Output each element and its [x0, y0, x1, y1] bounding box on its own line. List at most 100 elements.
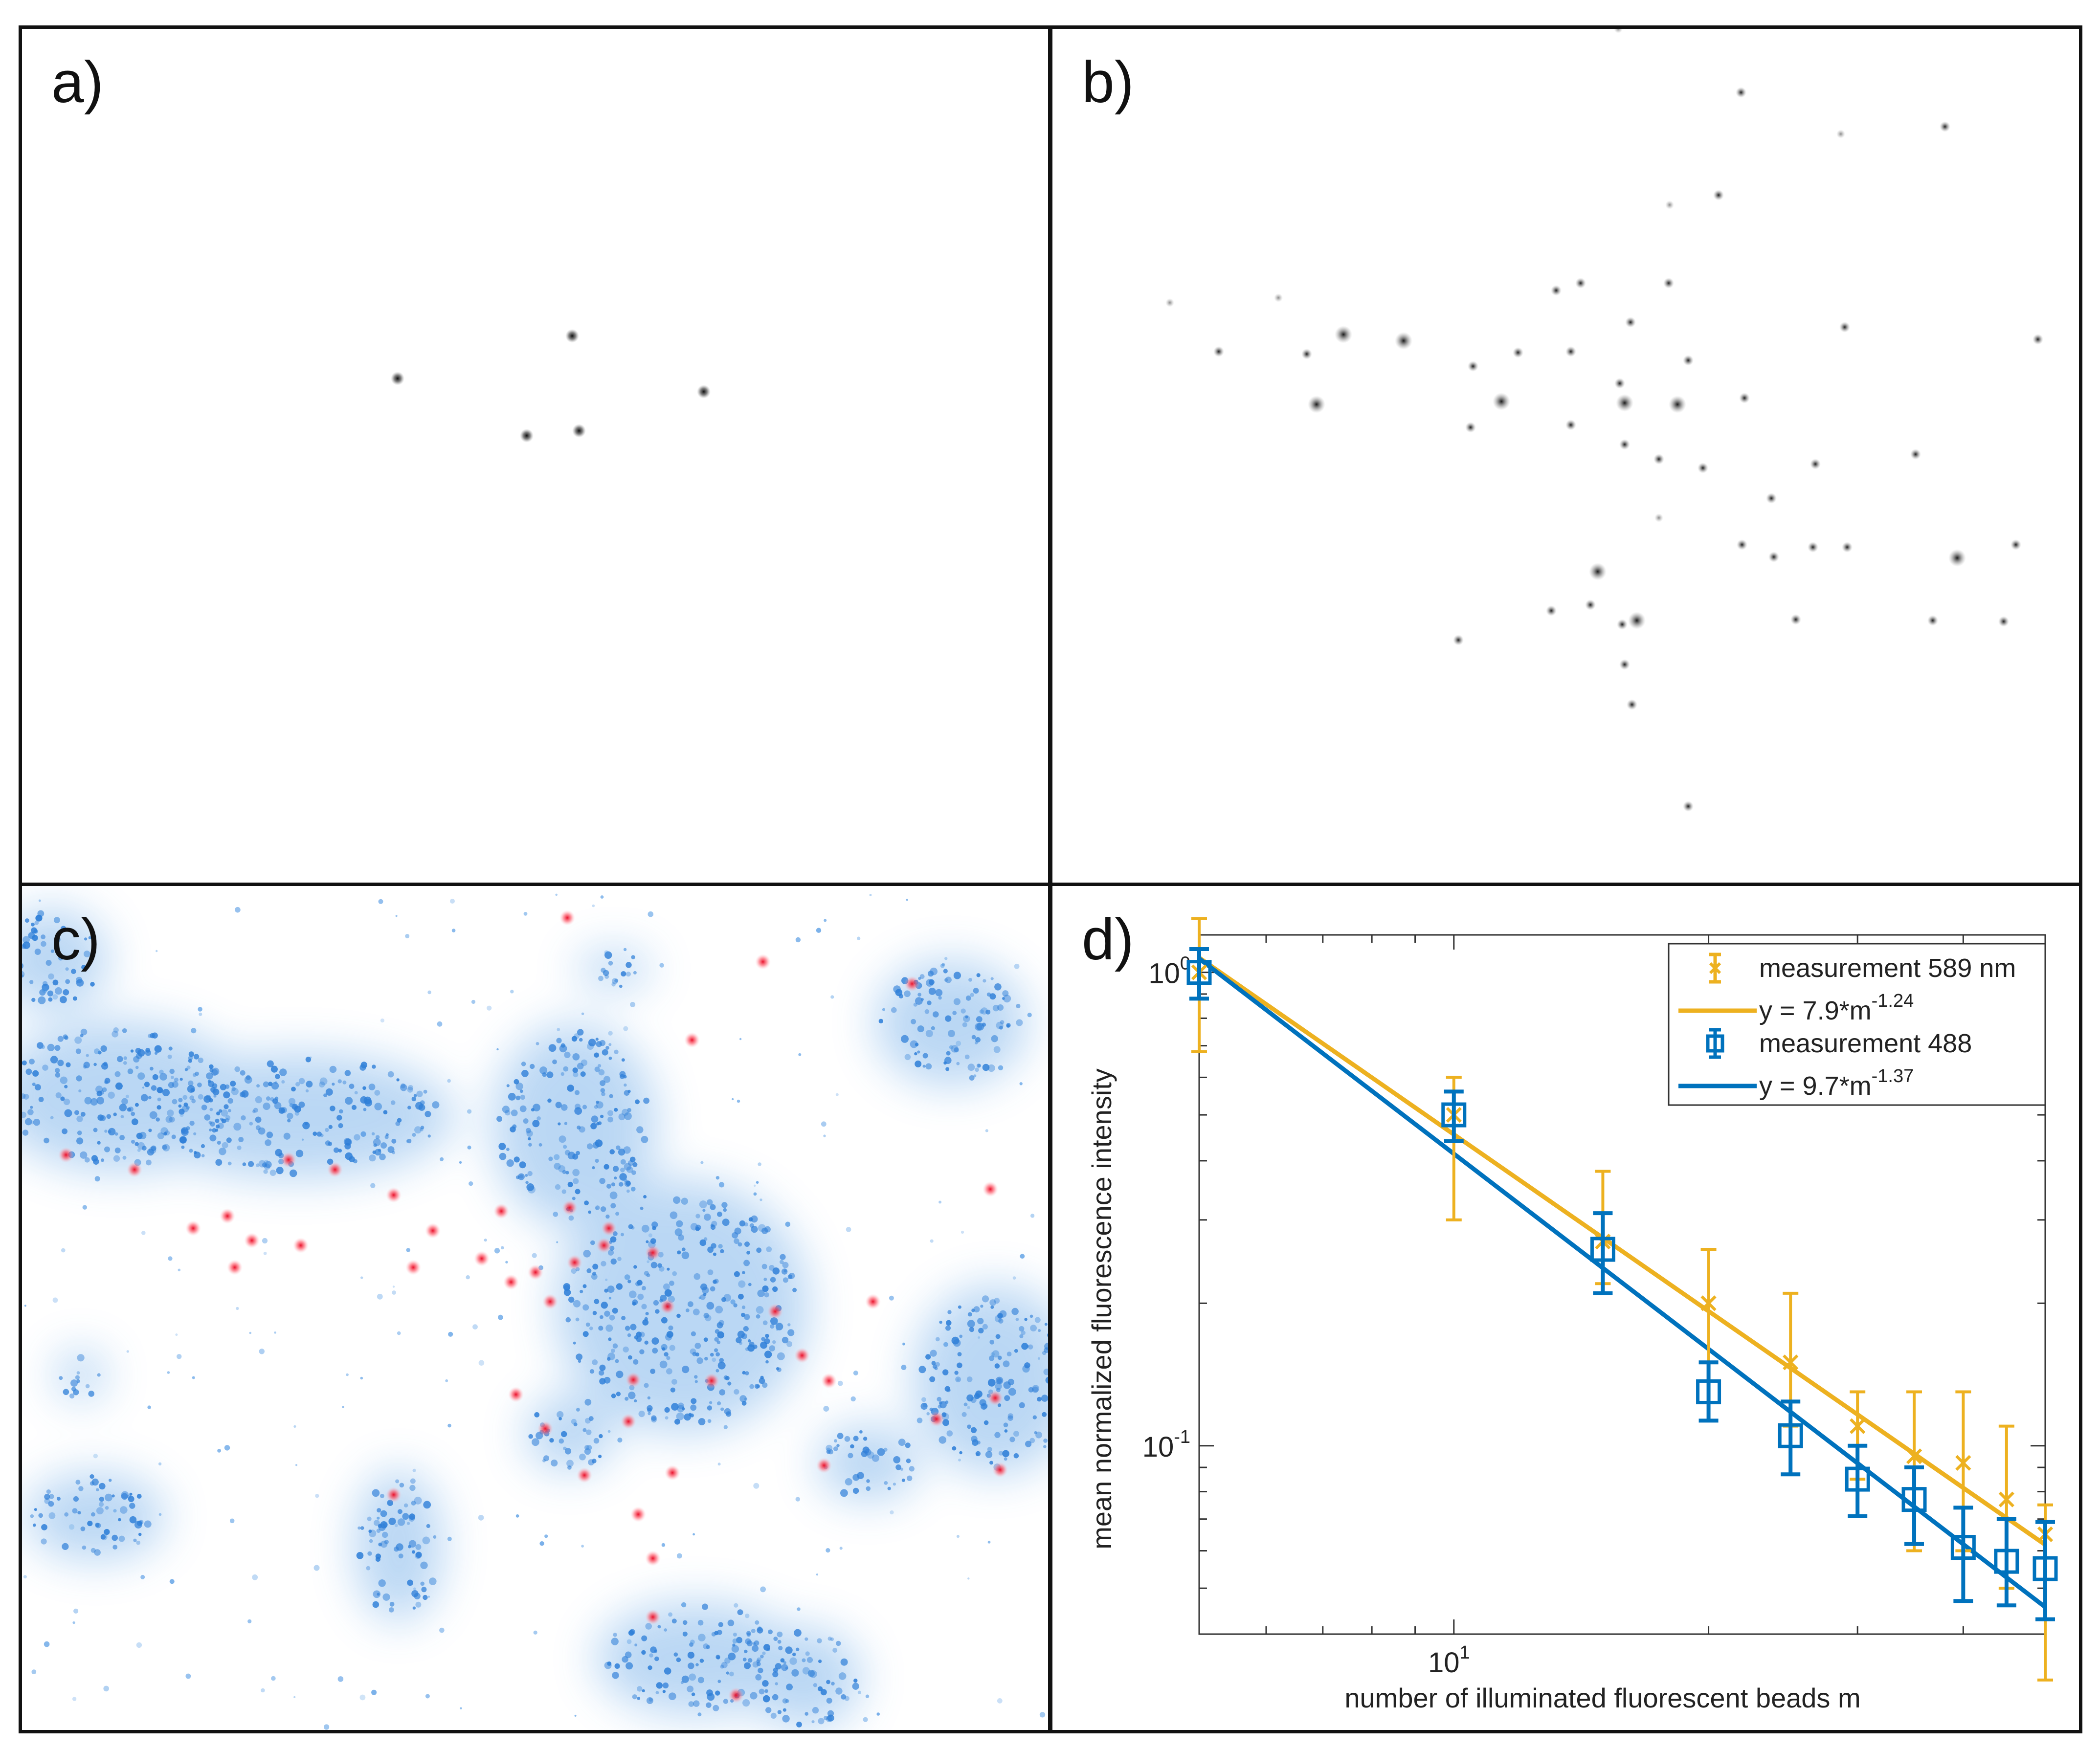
- bead-spot: [1736, 87, 1746, 98]
- blue-dot: [287, 1119, 291, 1123]
- blue-dot: [536, 1116, 541, 1121]
- blue-dot: [589, 1369, 595, 1374]
- blue-dot: [798, 1053, 802, 1056]
- blue-dot: [37, 1042, 44, 1049]
- blue-dot: [543, 1455, 549, 1462]
- blue-dot: [961, 1230, 964, 1234]
- blue-dot: [562, 1170, 566, 1174]
- blue-dot: [772, 1340, 776, 1344]
- bead-spot: [520, 429, 534, 443]
- blue-dot: [978, 1336, 981, 1339]
- blue-dot: [627, 1280, 631, 1284]
- blue-dot: [651, 1337, 659, 1345]
- blue-dot: [185, 1673, 191, 1679]
- blue-dot: [140, 1094, 148, 1102]
- blue-dot: [777, 1710, 782, 1714]
- blue-dot: [592, 904, 595, 908]
- blue-dot: [565, 1171, 569, 1174]
- blue-dot: [338, 1123, 343, 1129]
- blue-dot: [729, 1671, 734, 1677]
- blue-dot: [677, 1405, 685, 1413]
- blue-dot: [527, 1171, 533, 1176]
- blue-dot: [563, 1289, 571, 1296]
- blue-dot: [995, 1376, 1004, 1385]
- blue-dot: [698, 1296, 702, 1300]
- blue-dot: [809, 1670, 817, 1678]
- blue-dot: [175, 1333, 178, 1336]
- blue-dot: [407, 1086, 413, 1093]
- blue-dot: [423, 1595, 428, 1600]
- blue-dot: [632, 1299, 638, 1305]
- blue-dot: [46, 1489, 51, 1494]
- blue-dot: [84, 1157, 90, 1163]
- blue-dot: [225, 1084, 230, 1089]
- blue-dot: [723, 1425, 728, 1429]
- blue-dot: [840, 1658, 848, 1666]
- blue-dot: [589, 1326, 593, 1330]
- blue-dot: [631, 1187, 636, 1192]
- blue-dot: [973, 1074, 977, 1078]
- blue-dot: [574, 1714, 577, 1717]
- blue-dot: [519, 1089, 523, 1093]
- blue-dot: [788, 1273, 795, 1279]
- bead-spot: [1627, 699, 1637, 710]
- blue-dot: [313, 1565, 320, 1571]
- blue-dot: [596, 1041, 602, 1047]
- blue-dot: [693, 1700, 700, 1707]
- blue-dot: [598, 1121, 602, 1125]
- blue-dot: [439, 1627, 445, 1633]
- blue-dot: [707, 1246, 714, 1253]
- blue-dot: [528, 1186, 536, 1194]
- blue-dot: [402, 1513, 409, 1520]
- blue-dot: [270, 1097, 274, 1102]
- blue-dot: [782, 1262, 789, 1268]
- blue-dot: [695, 1214, 700, 1218]
- blue-dot: [225, 1115, 231, 1121]
- blue-dot: [796, 1722, 802, 1728]
- blue-dot: [50, 1056, 58, 1063]
- blue-dot: [418, 1104, 425, 1111]
- bead-spot: [1998, 616, 2009, 627]
- blue-dot: [406, 1522, 410, 1525]
- blue-dot: [169, 1579, 175, 1584]
- blue-dot: [648, 1233, 652, 1238]
- blue-dot: [611, 1349, 615, 1353]
- data-point: [1850, 1418, 1866, 1434]
- blue-dot: [599, 1178, 605, 1184]
- blue-dot: [998, 1451, 1004, 1456]
- blue-dot: [1028, 1387, 1034, 1393]
- blue-dot: [397, 1331, 401, 1335]
- blue-dot: [94, 1176, 100, 1182]
- blue-dot: [389, 1607, 394, 1613]
- blue-dot: [575, 1317, 580, 1322]
- blue-dot: [571, 1418, 577, 1424]
- bead-spot: [1589, 563, 1607, 580]
- blue-dot: [617, 1438, 623, 1443]
- blue-dot: [205, 1095, 211, 1101]
- blue-dot: [946, 1430, 953, 1437]
- blue-dot: [241, 1090, 249, 1098]
- blue-dot: [764, 1292, 769, 1298]
- blue-dot: [640, 1206, 644, 1210]
- blue-dot: [265, 1139, 271, 1146]
- blue-dot: [270, 1065, 278, 1073]
- blue-dot: [44, 1641, 50, 1647]
- blue-dot: [1007, 1415, 1013, 1421]
- blue-dot: [387, 1146, 395, 1153]
- blue-dot: [223, 1104, 229, 1109]
- x-tick-label: 101: [1428, 1642, 1470, 1679]
- blue-dot: [678, 1234, 684, 1241]
- blue-dot: [681, 1251, 690, 1260]
- red-bead: [386, 1187, 402, 1203]
- blue-dot: [827, 1714, 834, 1722]
- blue-dot: [696, 1357, 703, 1364]
- blue-dot: [494, 1248, 500, 1254]
- blue-dot: [301, 1138, 304, 1141]
- blue-dot: [525, 1181, 529, 1184]
- blue-dot: [785, 1221, 791, 1227]
- blue-dot: [201, 1154, 205, 1157]
- blue-dot: [32, 1083, 36, 1086]
- blue-dot: [271, 1676, 276, 1681]
- blue-dot: [628, 1224, 633, 1229]
- blue-dot: [604, 1288, 608, 1293]
